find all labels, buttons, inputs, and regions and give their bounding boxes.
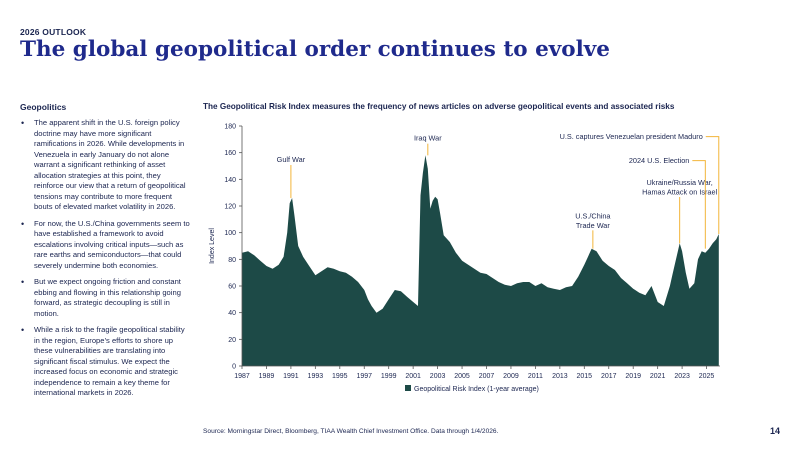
legend-label: Geopolitical Risk Index (1-year average) <box>414 386 539 393</box>
bullet-item: While a risk to the fragile geopolitical… <box>20 325 190 399</box>
annotation-label: U.S./China <box>575 211 611 220</box>
geopolitics-heading: Geopolitics <box>20 102 67 112</box>
annotation-label: Ukraine/Russia War, <box>647 178 713 187</box>
geopolitical-risk-chart: 0 20 40 60 80 100 120 140 160 180 1987 1989 1991 1993… <box>209 124 720 393</box>
annotation-label: Hamas Attack on Israel <box>642 188 717 197</box>
x-tick-label: 1993 <box>308 373 324 380</box>
annotation-label: Trade War <box>576 221 610 230</box>
y-tick-label: 40 <box>228 310 236 317</box>
x-tick-label: 2019 <box>625 373 641 380</box>
x-tick-label: 2005 <box>454 373 470 380</box>
x-tick-label: 1987 <box>234 373 250 380</box>
x-tick-label: 2011 <box>528 373 543 380</box>
y-tick-label: 160 <box>224 150 236 157</box>
x-tick-label: 1999 <box>381 373 397 380</box>
x-tick-label: 2001 <box>405 373 421 380</box>
y-tick-label: 140 <box>224 177 236 184</box>
y-axis-label: Index Level <box>209 228 216 264</box>
x-tick-label: 1997 <box>356 373 372 380</box>
x-tick-label: 1995 <box>332 373 348 380</box>
annotation-leader <box>705 136 720 234</box>
x-tick-label: 2003 <box>430 373 446 380</box>
geopolitics-bullet-list: The apparent shift in the U.S. foreign p… <box>20 118 190 405</box>
annotation-label: U.S. captures Venezuelan president Madur… <box>560 132 703 141</box>
x-tick-label: 2021 <box>650 373 666 380</box>
x-tick-label: 2009 <box>503 373 519 380</box>
y-tick-label: 100 <box>224 230 236 237</box>
legend-swatch <box>405 385 411 391</box>
x-tick-label: 1989 <box>259 373 275 380</box>
annotation-label: 2024 U.S. Election <box>629 156 689 165</box>
page-number: 14 <box>770 426 781 436</box>
x-tick-label: 2007 <box>479 373 495 380</box>
x-tick-label: 1991 <box>283 373 299 380</box>
x-tick-label: 2025 <box>699 373 715 380</box>
annotation-label: Gulf War <box>277 155 306 164</box>
y-tick-label: 80 <box>228 257 236 264</box>
section-kicker: 2026 OUTLOOK <box>20 27 87 37</box>
y-tick-label: 0 <box>232 364 236 371</box>
y-tick-label: 20 <box>228 337 236 344</box>
x-tick-label: 2017 <box>601 373 617 380</box>
bullet-item: The apparent shift in the U.S. foreign p… <box>20 118 190 213</box>
x-tick-label: 2013 <box>552 373 568 380</box>
chart-heading: The Geopolitical Risk Index measures the… <box>203 102 675 111</box>
annotation-leader <box>692 160 706 249</box>
x-tick-label: 2023 <box>674 373 690 380</box>
annotation-label: Iraq War <box>414 134 442 143</box>
bullet-item: For now, the U.S./China governments seem… <box>20 219 190 272</box>
page-title: The global geopolitical order continues … <box>20 37 610 62</box>
y-tick-label: 180 <box>224 124 236 131</box>
source-note: Source: Morningstar Direct, Bloomberg, T… <box>203 428 499 435</box>
bullet-item: But we expect ongoing friction and const… <box>20 277 190 319</box>
y-tick-label: 60 <box>228 284 236 291</box>
series-area <box>242 155 719 366</box>
x-tick-label: 2015 <box>577 373 593 380</box>
y-tick-label: 120 <box>224 204 236 211</box>
